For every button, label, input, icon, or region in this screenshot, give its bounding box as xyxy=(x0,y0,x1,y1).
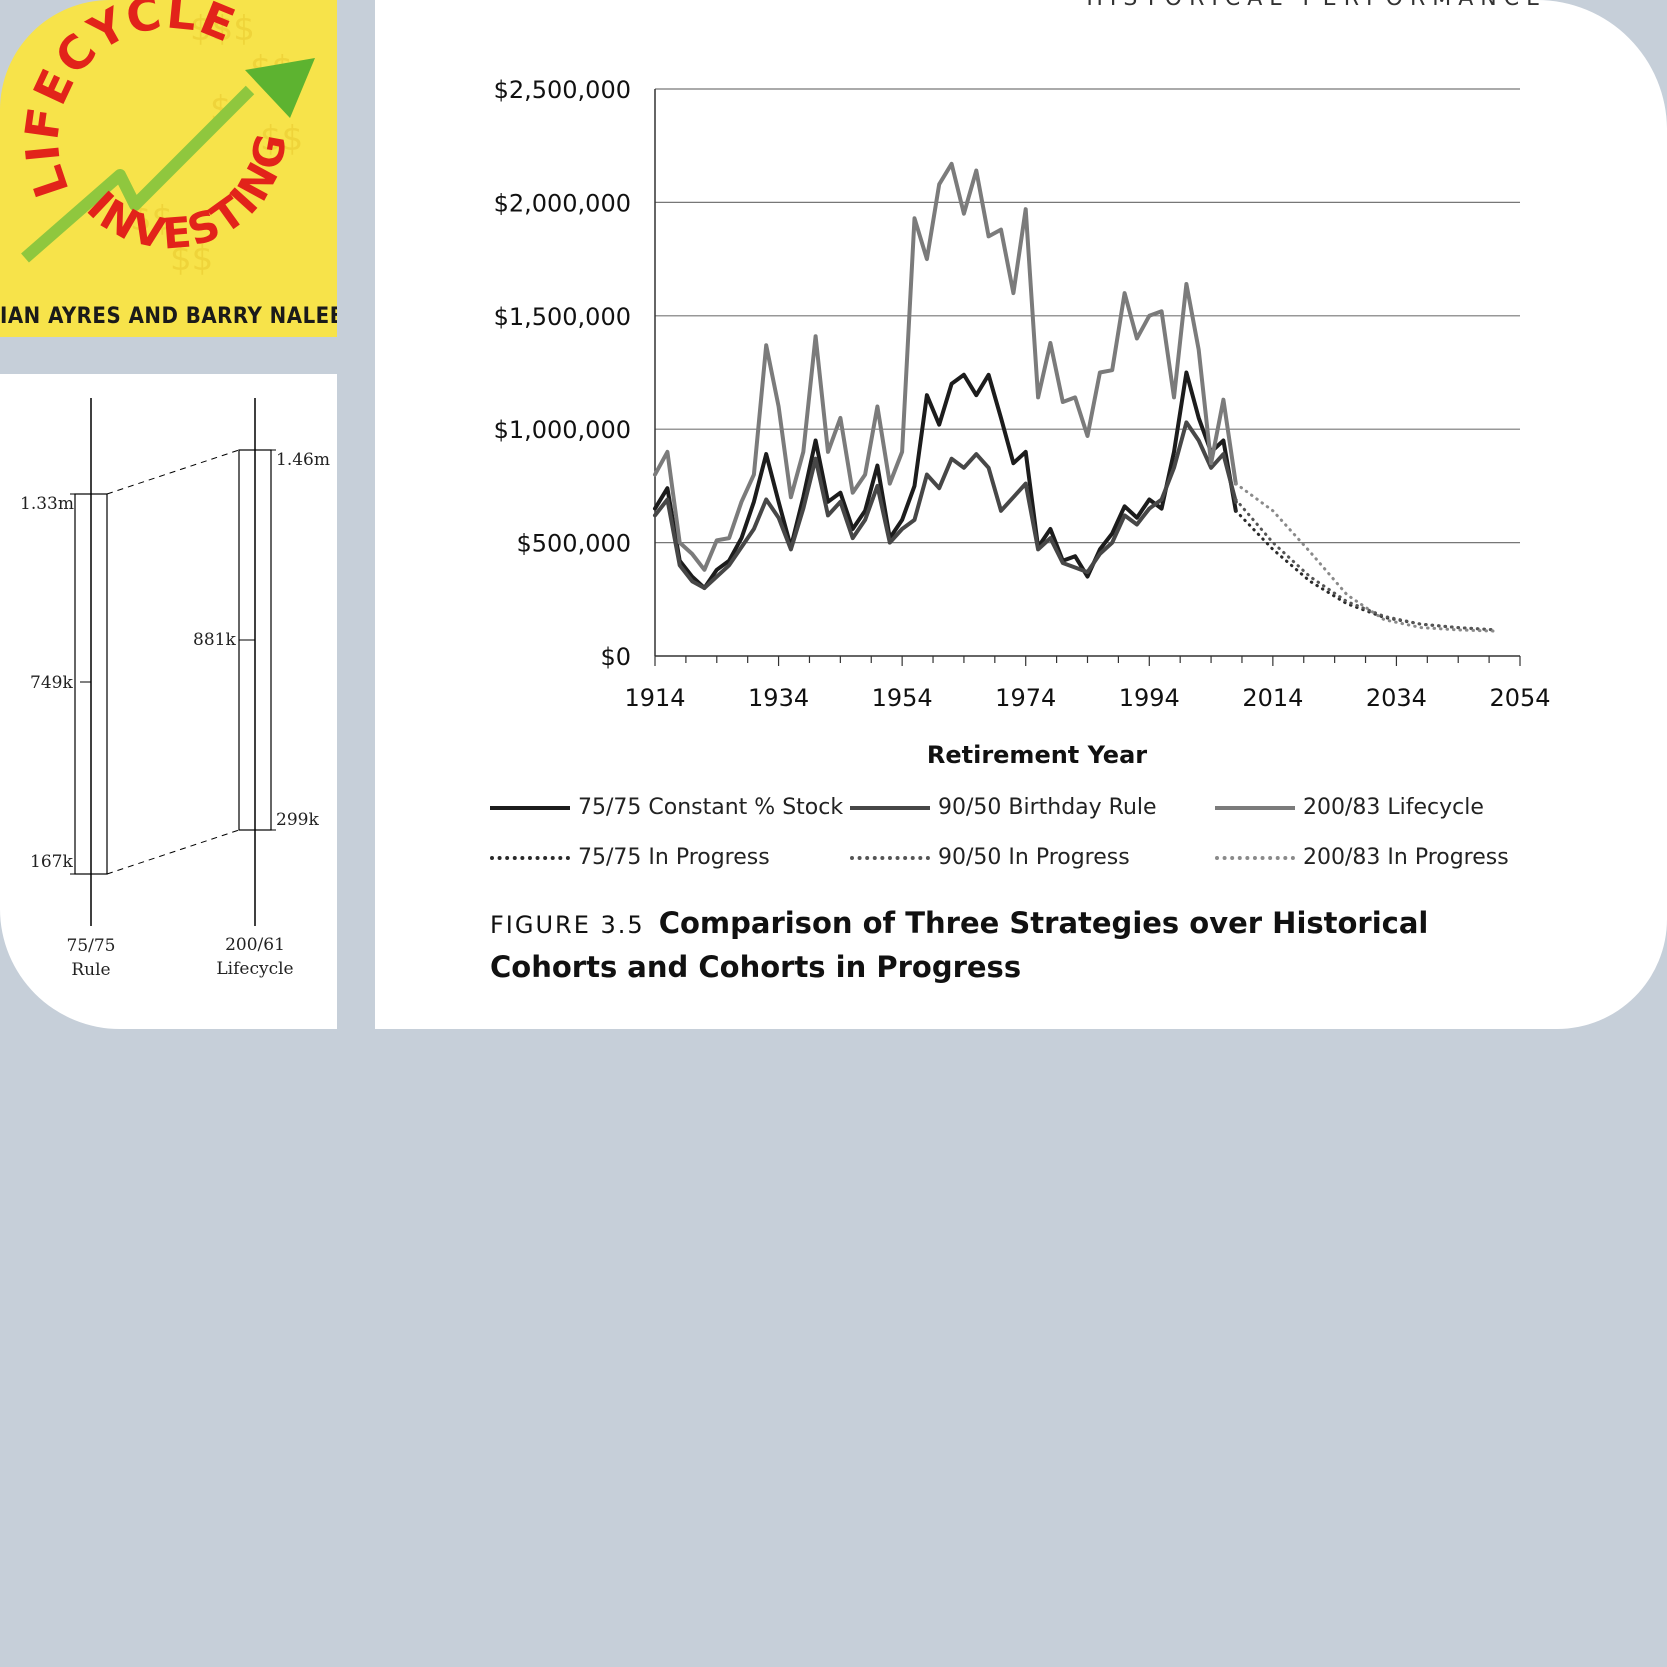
range-low-label-2: 299k xyxy=(276,810,319,830)
legend-label: 90/50 In Progress xyxy=(938,845,1130,870)
x-tick-label: 1934 xyxy=(748,684,809,712)
range-low-label-1: 167k xyxy=(30,852,73,872)
x-tick-label: 1954 xyxy=(872,684,933,712)
range-name-1b: Rule xyxy=(71,960,110,980)
x-tick-label: 1994 xyxy=(1119,684,1180,712)
chart-axes: $0 $500,000 $1,000,000 $1,500,000 $2,000,000… xyxy=(494,76,1551,712)
arrow-icon xyxy=(21,85,255,263)
legend-item: 200/83 Lifecycle xyxy=(1215,795,1484,820)
legend-swatch xyxy=(1215,805,1295,810)
range-name-1a: 75/75 xyxy=(67,936,116,956)
cover-artwork: $$$$$ $$$ $$$$ LIFECYCLE INVESTING xyxy=(14,0,315,279)
series-line-4 xyxy=(1234,498,1497,632)
figure-label: FIGURE 3.5 xyxy=(490,911,645,939)
legend-item: 75/75 In Progress xyxy=(490,845,770,870)
legend-swatch xyxy=(490,805,570,810)
legend-label: 200/83 In Progress xyxy=(1303,845,1509,870)
range-bar-75-75 xyxy=(74,493,108,875)
legend-item: 200/83 In Progress xyxy=(1215,845,1509,870)
y-tick-label: $1,000,000 xyxy=(494,416,631,444)
svg-text:$$: $$ xyxy=(260,119,303,159)
cover-authors: IAN AYRES AND BARRY NALEBUFF xyxy=(0,297,337,337)
range-name-2a: 200/61 xyxy=(225,935,285,955)
figure-caption: FIGURE 3.5 Comparison of Three Strategies… xyxy=(490,902,1550,988)
running-head: HISTORICAL PERFORMANCE xyxy=(1086,0,1547,11)
range-diagram: 1.33m 749k 167k 75/75 Rule 1.46m 881k 29… xyxy=(20,398,330,980)
chart-grid xyxy=(655,88,1520,544)
svg-text:$$$: $$$ xyxy=(190,9,255,49)
range-mid-label-2: 881k xyxy=(193,630,236,650)
y-tick-label: $2,000,000 xyxy=(494,189,631,217)
legend-swatch xyxy=(850,805,930,810)
range-connector-high xyxy=(106,449,240,495)
legend-item: 90/50 Birthday Rule xyxy=(850,795,1157,820)
legend-swatch xyxy=(850,855,930,860)
arrow-head-icon xyxy=(245,58,315,118)
range-high-label-2: 1.46m xyxy=(276,450,330,470)
legend-label: 75/75 Constant % Stock xyxy=(578,795,844,820)
figure-panel: HISTORICAL PERFORMANCE $0 $500,000 $1,000,… xyxy=(375,0,1667,1029)
x-axis-title: Retirement Year xyxy=(927,741,1147,769)
y-tick-label: $1,500,000 xyxy=(494,303,631,331)
series-line-5 xyxy=(1234,482,1497,633)
y-tick-label: $500,000 xyxy=(516,530,631,558)
range-name-2b: Lifecycle xyxy=(216,959,293,979)
y-tick-label: $0 xyxy=(600,643,631,671)
range-high-label-1: 1.33m xyxy=(20,494,74,514)
legend-item: 90/50 In Progress xyxy=(850,845,1130,870)
svg-text:$$: $$ xyxy=(170,239,213,279)
book-cover[interactable]: $$$$$ $$$ $$$$ LIFECYCLE INVESTING IAN A… xyxy=(0,0,337,337)
legend-swatch xyxy=(1215,855,1295,860)
x-tick-label: 2014 xyxy=(1242,684,1303,712)
series-line-2 xyxy=(653,161,1238,572)
x-tick-label: 1974 xyxy=(995,684,1056,712)
legend-label: 75/75 In Progress xyxy=(578,845,770,870)
legend-label: 90/50 Birthday Rule xyxy=(938,795,1157,820)
series-line-0 xyxy=(653,370,1238,590)
x-tick-label: 2054 xyxy=(1489,684,1550,712)
legend-item: 75/75 Constant % Stock xyxy=(490,795,843,820)
legend-label: 200/83 Lifecycle xyxy=(1303,795,1484,820)
figure-title: Comparison of Three Strategies over Hist… xyxy=(490,906,1429,984)
line-chart: $0 $500,000 $1,000,000 $1,500,000 $2,000,000… xyxy=(494,76,1551,769)
x-tick-label: 2034 xyxy=(1366,684,1427,712)
range-connector-low xyxy=(106,829,240,875)
range-diagram-panel: 1.33m 749k 167k 75/75 Rule 1.46m 881k 29… xyxy=(0,374,337,1029)
y-tick-label: $2,500,000 xyxy=(494,76,631,104)
series-line-3 xyxy=(1234,509,1497,632)
range-mid-label-1: 749k xyxy=(30,673,73,693)
x-tick-label: 1914 xyxy=(624,684,685,712)
legend-swatch xyxy=(490,855,570,860)
chart-series xyxy=(653,161,1497,633)
series-line-1 xyxy=(653,420,1238,590)
